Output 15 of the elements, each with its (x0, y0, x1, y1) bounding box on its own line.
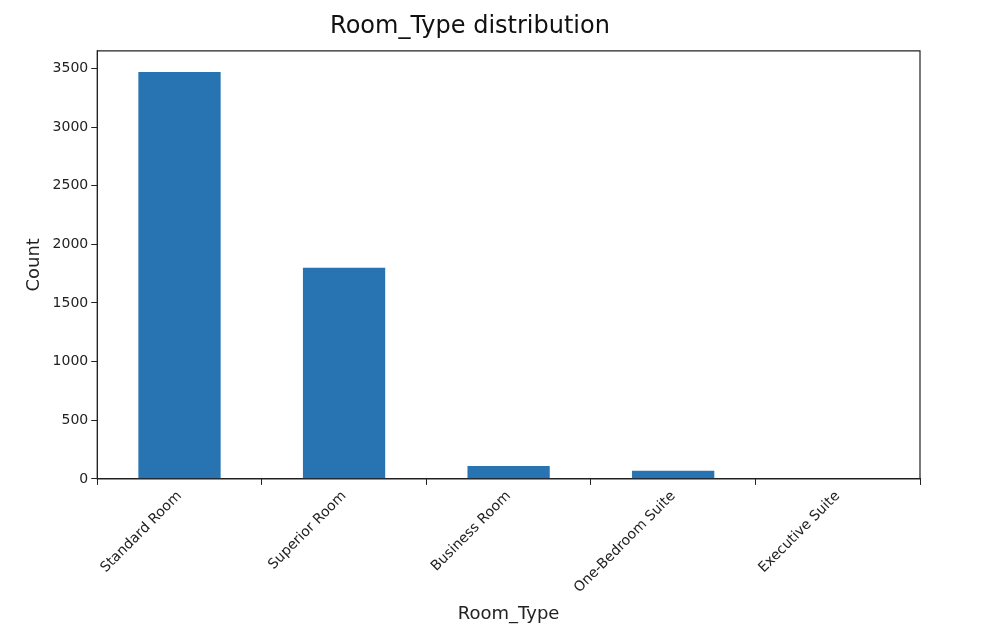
bar (138, 71, 221, 479)
bar (302, 267, 386, 479)
y-tick-label: 2500 (52, 176, 89, 193)
y-tick-label: 1500 (52, 293, 89, 310)
y-tick-label: 3500 (52, 59, 89, 76)
y-tick-label: 3000 (52, 117, 89, 134)
bar (632, 470, 715, 479)
bar (467, 466, 550, 479)
x-axis-title: Room_Type (457, 601, 560, 624)
y-tick-label: 2000 (52, 234, 89, 251)
y-axis-title: Count (22, 238, 44, 292)
y-tick-label: 0 (79, 469, 89, 486)
y-tick-label: 1000 (52, 352, 89, 369)
y-tick-label: 500 (61, 410, 89, 427)
chart-title: Room_Type distribution (330, 10, 610, 39)
